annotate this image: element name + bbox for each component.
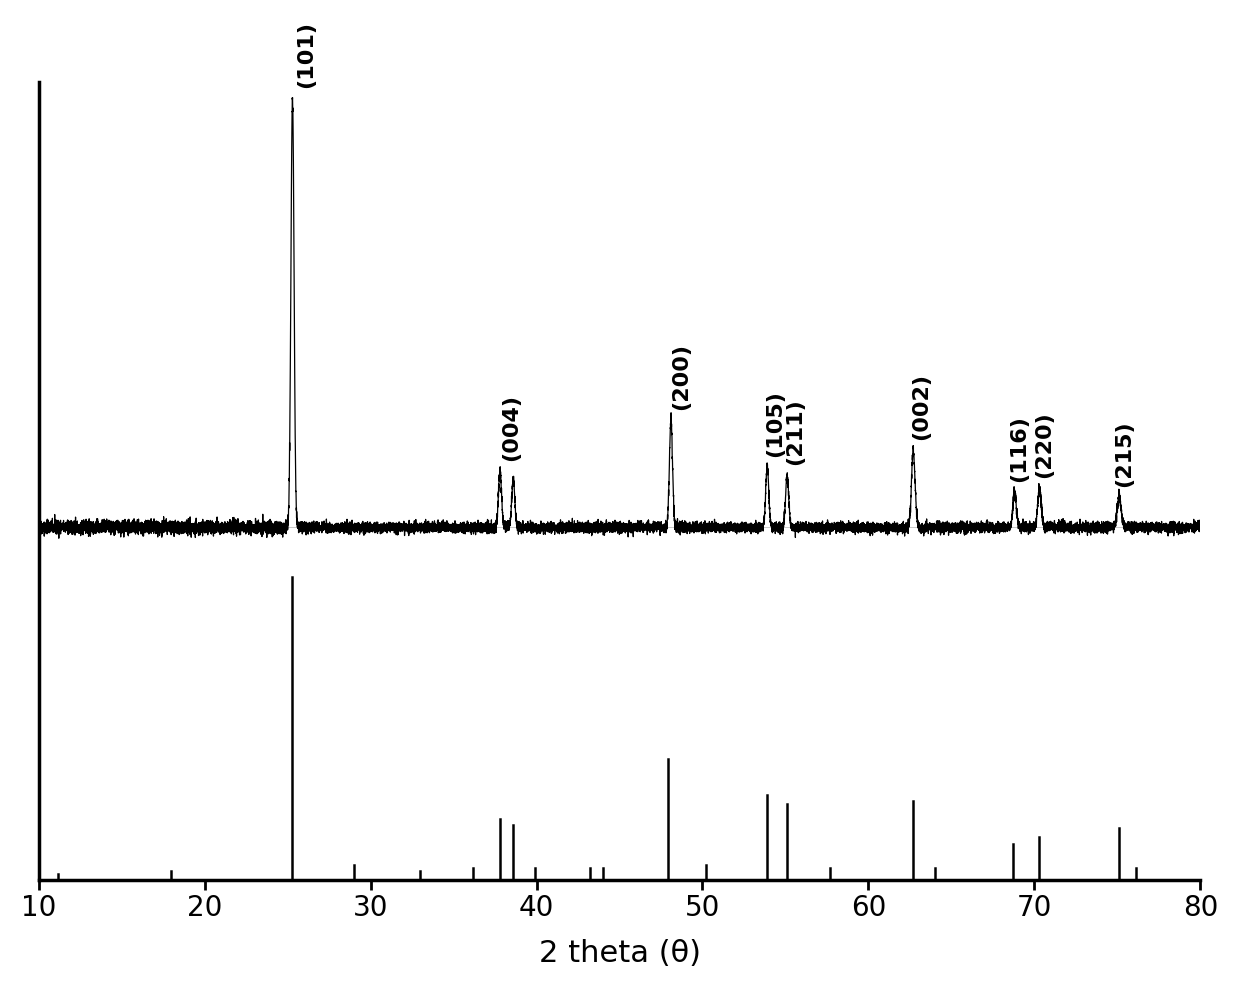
Text: (101): (101) [296,21,316,88]
Text: (105): (105) [766,390,786,457]
Text: (002): (002) [912,373,932,439]
Text: (004): (004) [502,394,522,461]
Text: (200): (200) [670,342,691,409]
Text: (116): (116) [1010,415,1030,483]
Text: (211): (211) [786,399,805,465]
X-axis label: 2 theta (θ): 2 theta (θ) [539,940,700,968]
Text: (220): (220) [1035,411,1054,478]
Text: (215): (215) [1114,420,1134,487]
